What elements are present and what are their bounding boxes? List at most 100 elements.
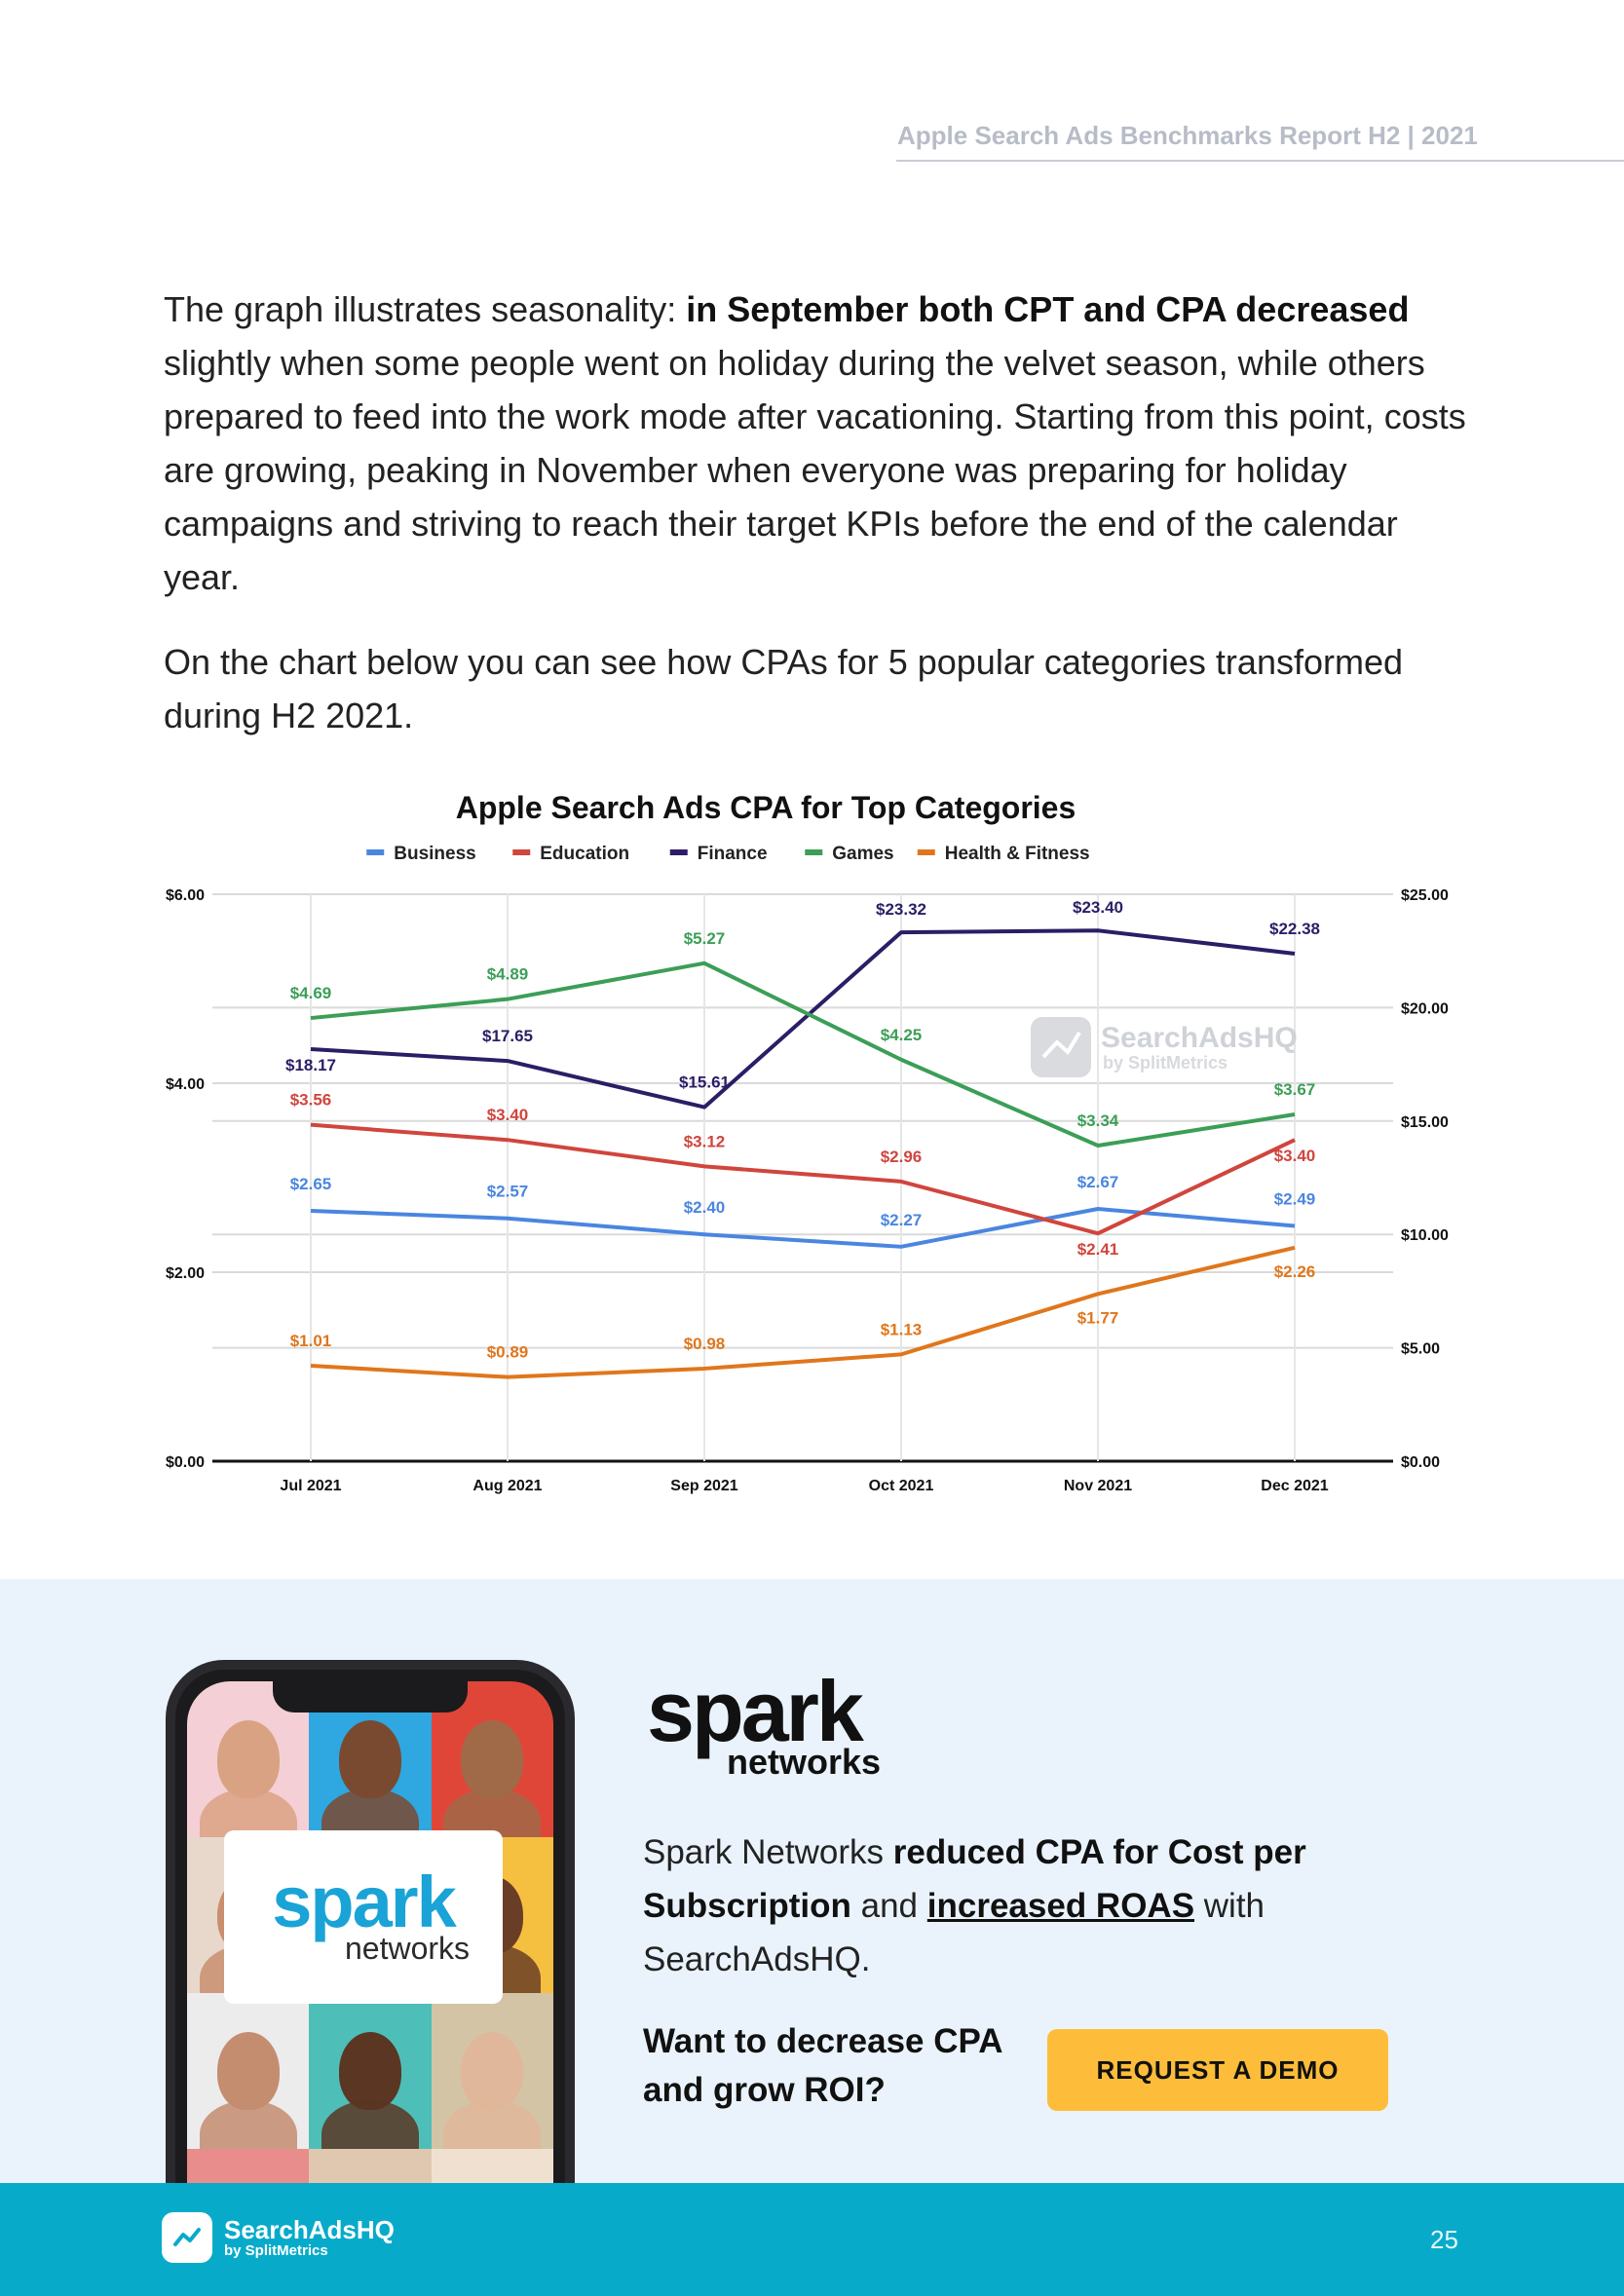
- left-tick-label-0: $0.00: [166, 1454, 205, 1471]
- data-label-2-3: $23.32: [876, 900, 926, 919]
- data-label-3-4: $3.34: [1077, 1111, 1119, 1130]
- data-label-0-3: $2.27: [881, 1211, 923, 1229]
- data-label-0-4: $2.67: [1077, 1173, 1119, 1191]
- data-label-4-5: $2.26: [1274, 1262, 1316, 1281]
- data-label-1-4: $2.41: [1077, 1240, 1119, 1259]
- data-label-4-1: $0.89: [487, 1343, 529, 1362]
- header-divider: [896, 160, 1624, 162]
- data-label-3-5: $3.67: [1274, 1080, 1316, 1099]
- phone-logo-sub: networks: [344, 1931, 471, 1966]
- right-tick-label-1: $5.00: [1401, 1341, 1440, 1358]
- spark-logo-sub: networks: [727, 1742, 882, 1782]
- x-tick-label-0: Jul 2021: [280, 1478, 341, 1494]
- promo-bold: reduced CPA for Cost per Subscription: [643, 1833, 1306, 1925]
- legend-swatch-4: [917, 849, 935, 855]
- searchadshq-icon: [162, 2212, 212, 2263]
- intro-text: The graph illustrates seasonality: in Se…: [164, 282, 1469, 773]
- watermark-by: by SplitMetrics: [1103, 1053, 1227, 1073]
- spark-networks-logo: spark networks: [647, 1663, 882, 1782]
- legend-label-2: Finance: [698, 844, 768, 864]
- increased-roas-link[interactable]: increased ROAS: [926, 1887, 1195, 1925]
- promo-and: and: [850, 1887, 927, 1925]
- data-label-1-1: $3.40: [487, 1106, 529, 1124]
- x-tick-label-4: Nov 2021: [1064, 1478, 1132, 1494]
- spark-logo-word: spark: [647, 1663, 864, 1759]
- report-title: Apple Search Ads Benchmarks Report H2 | …: [897, 121, 1478, 150]
- data-label-2-2: $15.61: [679, 1073, 730, 1092]
- phone-frame: spark networks: [166, 1660, 575, 2205]
- data-label-1-2: $3.12: [684, 1132, 726, 1150]
- promo-tail: with SearchAdsHQ.: [643, 1887, 1265, 1978]
- x-tick-label-2: Sep 2021: [670, 1478, 737, 1494]
- data-label-4-0: $1.01: [290, 1332, 332, 1350]
- footer-bar: [0, 2183, 1624, 2296]
- data-label-0-0: $2.65: [290, 1175, 332, 1193]
- right-tick-label-0: $0.00: [1401, 1454, 1440, 1471]
- legend-label-3: Games: [832, 844, 893, 864]
- legend-swatch-2: [669, 849, 688, 855]
- data-label-3-2: $5.27: [684, 929, 726, 948]
- right-tick-label-2: $10.00: [1401, 1227, 1449, 1244]
- series-line-0: [310, 1207, 1296, 1249]
- footer-logo: SearchAdsHQ by SplitMetrics: [162, 2212, 395, 2263]
- phone-logo-word: spark: [272, 1862, 456, 1942]
- data-label-2-5: $22.38: [1269, 920, 1320, 938]
- promo-description: Spark Networks reduced CPA for Cost per …: [643, 1826, 1383, 1986]
- intro-paragraph-2: On the chart below you can see how CPAs …: [164, 642, 1404, 735]
- series-line-4: [310, 1245, 1296, 1379]
- data-label-0-5: $2.49: [1274, 1189, 1316, 1208]
- data-label-4-2: $0.98: [684, 1335, 726, 1353]
- chart-title: Apple Search Ads CPA for Top Categories: [456, 790, 1076, 825]
- phone-mockup: spark networks: [166, 1660, 575, 2205]
- data-label-1-0: $3.56: [290, 1091, 332, 1110]
- legend-label-1: Education: [540, 844, 629, 864]
- cpa-chart: Apple Search Ads CPA for Top Categories B…: [146, 779, 1491, 1500]
- footer-brand: SearchAdsHQ: [224, 2215, 395, 2244]
- series-line-1: [310, 1122, 1296, 1236]
- photo-tile: [187, 1993, 310, 2168]
- legend-label-4: Health & Fitness: [945, 844, 1090, 864]
- right-tick-label-5: $25.00: [1401, 887, 1449, 904]
- photo-tile: [309, 1993, 432, 2168]
- request-demo-button[interactable]: REQUEST A DEMO: [1047, 2029, 1388, 2111]
- phone-spark-logo: spark networks: [224, 1830, 503, 2004]
- legend-label-0: Business: [394, 844, 475, 864]
- legend-swatch-3: [805, 849, 823, 855]
- left-tick-label-3: $6.00: [166, 887, 205, 904]
- intro-rest: slightly when some people went on holida…: [164, 343, 1466, 597]
- x-tick-label-3: Oct 2021: [869, 1478, 934, 1494]
- data-label-4-4: $1.77: [1077, 1308, 1119, 1327]
- data-label-2-1: $17.65: [482, 1027, 533, 1045]
- data-label-2-4: $23.40: [1073, 898, 1123, 917]
- series-line-3: [310, 960, 1296, 1148]
- right-tick-label-3: $15.00: [1401, 1114, 1449, 1131]
- right-tick-label-4: $20.00: [1401, 1000, 1449, 1017]
- x-tick-label-5: Dec 2021: [1261, 1478, 1328, 1494]
- watermark-brand: SearchAdsHQ: [1101, 1022, 1298, 1054]
- footer-by: by SplitMetrics: [224, 2242, 328, 2259]
- data-label-3-3: $4.25: [881, 1026, 923, 1044]
- data-label-0-1: $2.57: [487, 1183, 529, 1201]
- series-line-2: [310, 928, 1296, 1110]
- cpa-chart-svg: Apple Search Ads CPA for Top Categories B…: [166, 790, 1449, 1494]
- legend-swatch-1: [512, 849, 531, 855]
- page-number: 25: [1430, 2225, 1458, 2254]
- data-label-2-0: $18.17: [285, 1056, 336, 1074]
- left-tick-label-2: $4.00: [166, 1076, 205, 1093]
- data-label-1-3: $2.96: [881, 1148, 923, 1166]
- intro-bold: in September both CPT and CPA decreased: [686, 289, 1410, 329]
- promo-lead: Spark Networks: [643, 1833, 893, 1871]
- data-label-0-2: $2.40: [684, 1198, 726, 1217]
- intro-lead: The graph illustrates seasonality:: [164, 289, 687, 329]
- phone-notch: [273, 1677, 468, 1713]
- photo-tile: [431, 1993, 553, 2168]
- legend-swatch-0: [366, 849, 385, 855]
- watermark-icon-mark: [1041, 1031, 1081, 1059]
- left-tick-label-1: $2.00: [166, 1265, 205, 1282]
- data-label-3-0: $4.69: [290, 984, 332, 1002]
- intro-paragraph-1: The graph illustrates seasonality: in Se…: [164, 282, 1469, 604]
- data-label-1-5: $3.40: [1274, 1147, 1316, 1165]
- data-label-3-1: $4.89: [487, 965, 529, 984]
- x-tick-label-1: Aug 2021: [472, 1478, 542, 1494]
- cta-question: Want to decrease CPA and grow ROI?: [643, 2022, 1002, 2109]
